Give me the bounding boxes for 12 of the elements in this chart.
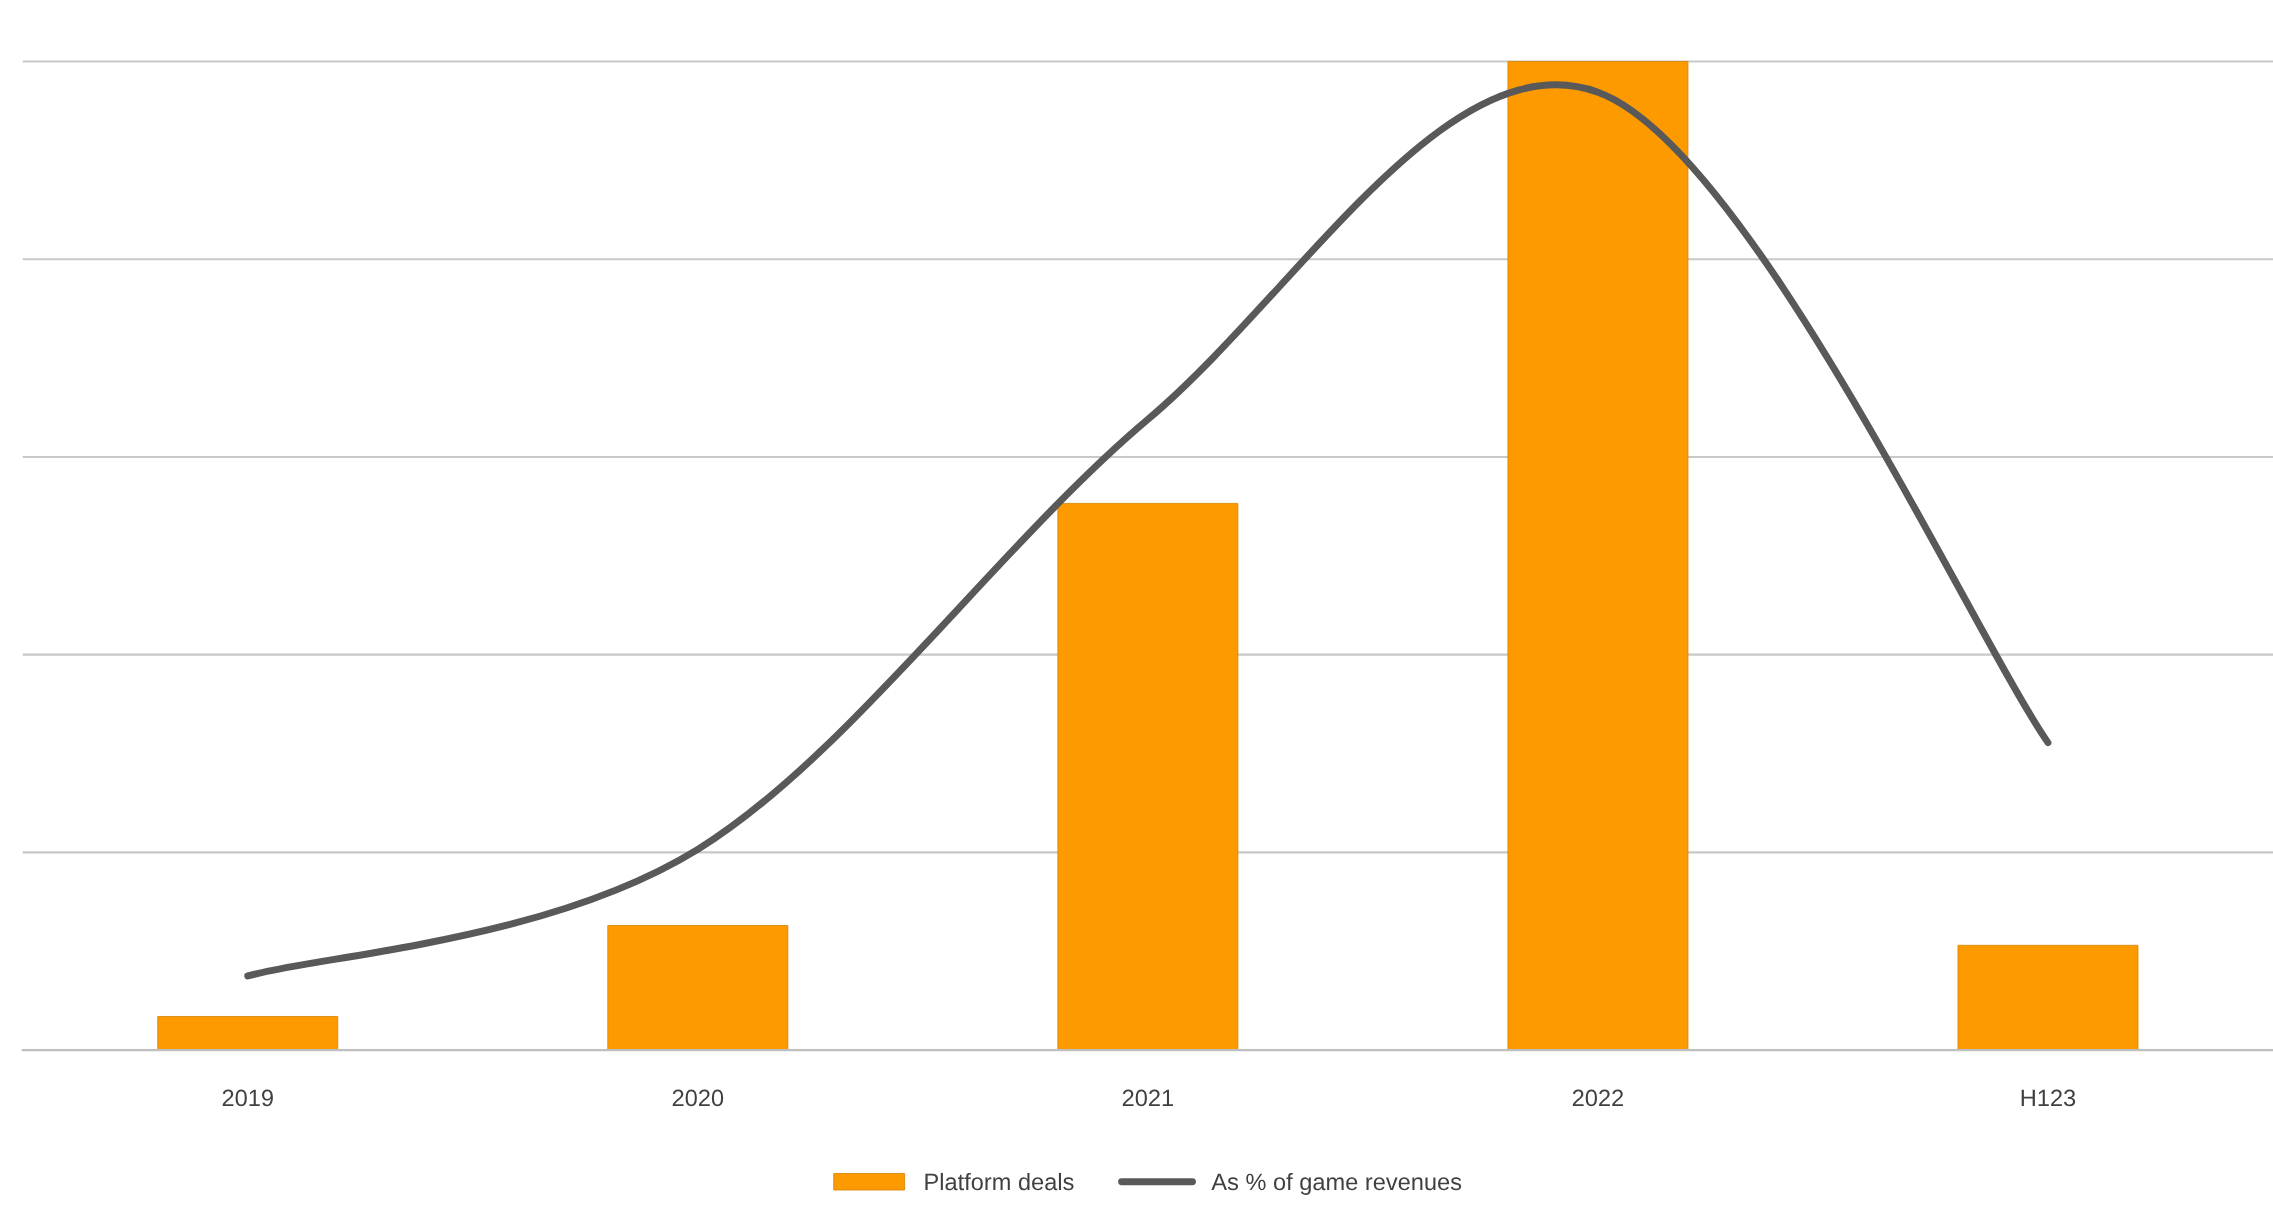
x-tick-label: 2019 [222,1089,273,1107]
bar [1507,61,1689,1051]
x-tick-label: 2020 [672,1089,724,1107]
bar [607,925,789,1051]
bar [1057,502,1239,1051]
bar [1957,944,2139,1051]
x-tick-label: 2021 [1122,1089,1173,1107]
legend-label: Platform deals [925,1172,1074,1191]
legend-label: As % of game revenues [1211,1172,1462,1195]
bar [157,1016,339,1051]
x-tick-label: H123 [2021,1089,2076,1107]
x-tick-label: 2022 [1572,1089,1623,1107]
